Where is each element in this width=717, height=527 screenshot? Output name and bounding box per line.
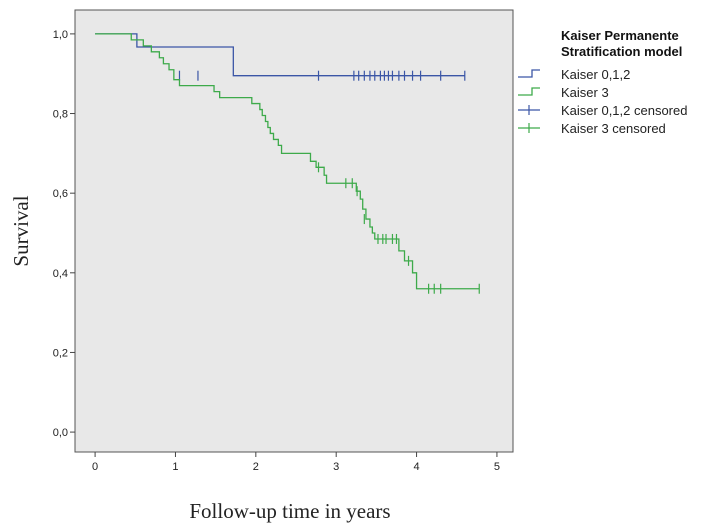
legend-entry: Kaiser 0,1,2 censored bbox=[518, 103, 687, 118]
legend-label: Kaiser 3 bbox=[561, 85, 609, 100]
legend-label: Kaiser 3 censored bbox=[561, 121, 666, 136]
y-axis: 0,0 0,2 0,4 0,6 0,8 1,0 bbox=[53, 29, 75, 439]
legend-title-line-2: Stratification model bbox=[561, 44, 682, 59]
x-tick-label: 2 bbox=[253, 461, 259, 473]
y-tick-label: 1,0 bbox=[53, 29, 68, 41]
x-tick-label: 1 bbox=[172, 461, 178, 473]
x-tick-label: 3 bbox=[333, 461, 339, 473]
legend-entry: Kaiser 3 bbox=[518, 85, 609, 100]
legend-line-swatch bbox=[518, 87, 540, 96]
x-axis: 0 1 2 3 4 5 bbox=[92, 452, 500, 473]
legend-title-line-1: Kaiser Permanente bbox=[561, 28, 679, 43]
x-axis-title: Follow-up time in years bbox=[189, 499, 390, 523]
plot-background bbox=[74, 9, 514, 453]
y-tick-label: 0,4 bbox=[53, 268, 68, 280]
survival-curve bbox=[95, 33, 480, 290]
legend: Kaiser Permanente Stratification model K… bbox=[518, 28, 687, 136]
plot-area bbox=[74, 9, 514, 453]
legend-entries: Kaiser 0,1,2 Kaiser 3 Kaiser 0,1,2 censore… bbox=[518, 67, 687, 136]
legend-line-swatch bbox=[518, 69, 540, 78]
y-tick-label: 0,6 bbox=[53, 188, 68, 200]
legend-entry: Kaiser 3 censored bbox=[518, 121, 666, 136]
series-layer bbox=[95, 33, 480, 294]
y-tick-label: 0,2 bbox=[53, 347, 68, 359]
x-tick-label: 4 bbox=[413, 461, 419, 473]
legend-entry: Kaiser 0,1,2 bbox=[518, 67, 630, 82]
legend-label: Kaiser 0,1,2 censored bbox=[561, 103, 687, 118]
y-tick-label: 0,0 bbox=[53, 427, 68, 439]
x-tick-label: 5 bbox=[494, 461, 500, 473]
y-axis-title: Survival bbox=[9, 195, 33, 266]
x-tick-label: 0 bbox=[92, 461, 98, 473]
series-kaiser-3 bbox=[95, 33, 480, 294]
legend-label: Kaiser 0,1,2 bbox=[561, 67, 630, 82]
y-tick-label: 0,8 bbox=[53, 109, 68, 121]
